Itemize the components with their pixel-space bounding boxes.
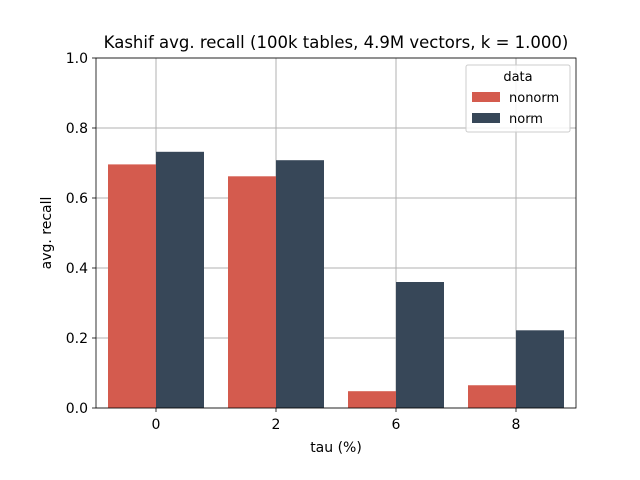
y-tick-label: 1.0 [66,51,88,67]
y-tick-label: 0.8 [66,121,88,137]
bar-norm-0 [156,151,204,409]
axes-frame [95,57,577,409]
legend-label-nonorm: nonorm [509,91,559,106]
bars-layer [108,151,564,409]
bar-norm-8 [516,330,564,408]
y-tick-label: 0.4 [66,261,88,277]
legend-swatch-nonorm [472,92,500,102]
y-axis-label: avg. recall [39,197,55,270]
x-tick-label: 0 [152,417,161,433]
y-tick-label: 0.0 [66,401,88,417]
legend-items: nonorm norm [472,91,559,127]
bar-norm-2 [276,160,324,408]
legend: data nonorm norm [465,64,571,133]
legend-label-norm: norm [509,112,543,127]
x-tick-label: 6 [392,417,401,433]
x-tick-label: 8 [512,417,521,433]
y-tick-label: 0.2 [66,331,88,347]
bar-nonorm-8 [468,385,516,408]
bar-nonorm-0 [108,164,156,408]
bar-norm-6 [396,282,444,408]
x-tick-label: 2 [272,417,281,433]
axis-ticks: 0.0 0.2 0.4 0.6 0.8 1.0 0 2 6 8 [66,51,521,433]
legend-swatch-norm [472,113,500,123]
x-axis-label: tau (%) [310,440,362,456]
bar-nonorm-6 [348,391,396,408]
chart-title: Kashif avg. recall (100k tables, 4.9M ve… [104,33,569,52]
legend-title: data [503,70,532,85]
bar-nonorm-2 [228,176,276,408]
y-tick-label: 0.6 [66,191,88,207]
